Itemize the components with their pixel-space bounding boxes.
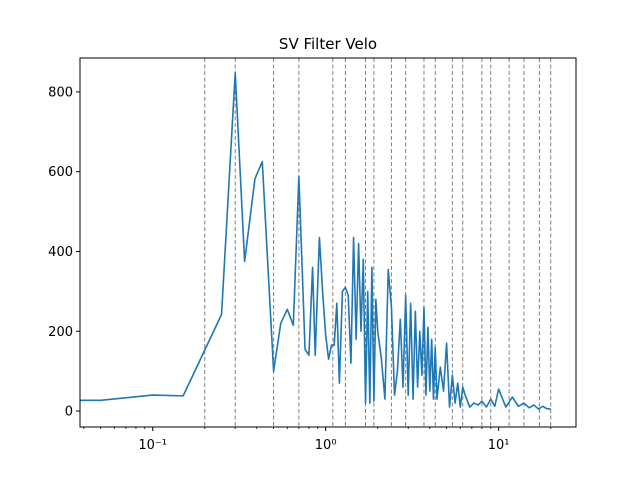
vertical-reference-lines (204, 58, 552, 427)
y-tick-label-4: 800 (48, 85, 73, 100)
x-tick-label-2: 10¹ (488, 438, 510, 453)
y-tick-label-3: 600 (48, 165, 73, 180)
chart-title: SV Filter Velo (279, 35, 377, 53)
x-tick-label-1: 10⁰ (315, 438, 337, 453)
x-tick-label-0: 10⁻¹ (138, 438, 167, 453)
plot-frame (79, 57, 577, 428)
x-axis: 10⁻¹ 10⁰ 10¹ (83, 427, 552, 453)
series-layer (80, 71, 551, 410)
y-tick-label-2: 400 (48, 245, 73, 260)
series-line-0 (80, 71, 551, 410)
y-tick-label-1: 200 (48, 325, 73, 340)
y-axis: 0 200 400 600 800 (48, 85, 80, 420)
y-tick-label-0: 0 (65, 405, 73, 420)
